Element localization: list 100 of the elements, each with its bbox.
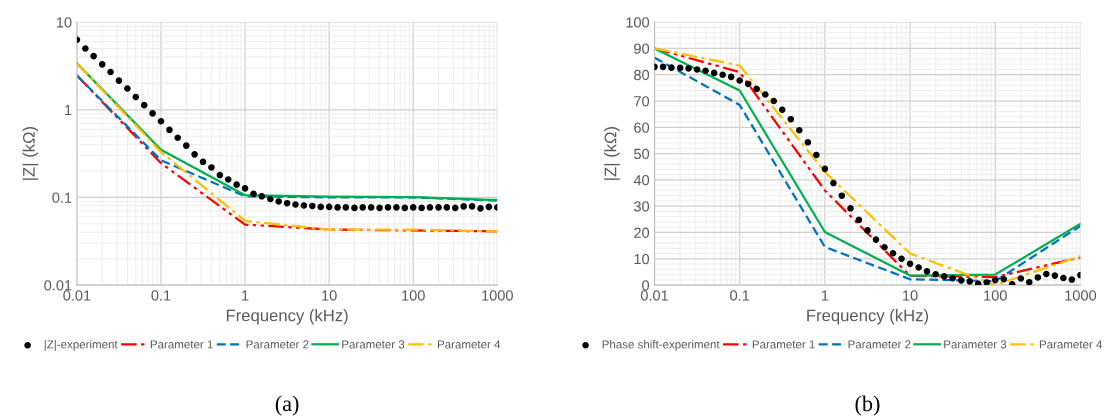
point (376, 204, 383, 212)
point (393, 204, 400, 211)
y-tick-label: 40 (633, 175, 650, 186)
point (1060, 274, 1067, 282)
point (932, 271, 940, 278)
legend-label: Parameter 3 (342, 340, 405, 349)
point (418, 204, 425, 212)
point (140, 101, 148, 109)
y-tick-label: 10 (634, 253, 650, 265)
y-tick-label: 90 (634, 43, 650, 54)
x-tick-label: 100 (402, 290, 425, 301)
point (821, 165, 829, 173)
point (208, 164, 215, 171)
y-tick-label: 60 (634, 122, 650, 133)
point (1034, 274, 1042, 281)
point (847, 205, 854, 212)
text: (b) (855, 395, 880, 416)
point (132, 93, 140, 101)
point (966, 278, 973, 285)
point (898, 255, 905, 263)
x-tick-label: 0.1 (151, 290, 171, 301)
x-axis-title: Frequency (kHz) (226, 309, 348, 325)
y-axis-title: |Z| (kΩ) (22, 126, 39, 180)
point (258, 193, 266, 200)
point (1051, 272, 1059, 279)
point (283, 199, 291, 207)
point (98, 61, 106, 68)
y-tick-label: 100 (626, 17, 650, 28)
point (889, 249, 897, 257)
point (991, 276, 999, 284)
point (275, 198, 282, 205)
y-tick-label: 0.1 (52, 192, 72, 203)
point (1000, 275, 1008, 283)
point (191, 151, 198, 158)
y-tick-label: 80 (634, 69, 650, 81)
y-tick-label: 70 (634, 96, 650, 107)
point (830, 179, 837, 187)
point (1017, 275, 1025, 282)
point (1043, 270, 1050, 278)
point (770, 97, 778, 105)
x-tick-label: 10 (322, 290, 337, 301)
point (864, 227, 871, 234)
point (409, 204, 417, 211)
point (166, 126, 173, 134)
y-tick-label: 0 (642, 280, 650, 291)
x-axis-title: Frequency (kHz) (807, 309, 929, 325)
point (157, 117, 165, 125)
point (1026, 278, 1033, 286)
point (317, 203, 325, 211)
point (855, 216, 863, 224)
point (300, 202, 308, 209)
point (787, 115, 795, 123)
point (401, 204, 409, 212)
point (233, 181, 240, 188)
point (719, 71, 726, 79)
point (107, 68, 114, 76)
point (199, 158, 207, 166)
x-tick-label: 10 (903, 290, 918, 301)
y-tick-label: 0.01 (44, 280, 72, 291)
point (250, 190, 257, 198)
y-tick-label: 50 (634, 148, 650, 160)
legend-label: Parameter 1 (150, 340, 213, 349)
point (334, 204, 341, 211)
point (477, 205, 484, 212)
point (359, 204, 367, 211)
point (460, 203, 467, 210)
point (957, 277, 965, 284)
x-tick-label: 0.01 (63, 290, 91, 301)
point (90, 52, 97, 60)
legend-label: Parameter 3 (944, 340, 1007, 349)
point (351, 204, 358, 212)
x-tick-label: 100 (984, 290, 1007, 301)
point (744, 80, 752, 88)
y-axis-title: |Z| (kΩ) (604, 126, 620, 180)
legend-label: Parameter 2 (246, 340, 309, 349)
point (216, 171, 224, 179)
point (813, 151, 820, 159)
point (115, 77, 123, 84)
point (124, 85, 131, 92)
point (82, 45, 89, 52)
point (762, 91, 769, 98)
point (668, 64, 675, 71)
point (915, 264, 922, 271)
point (426, 204, 434, 211)
legend-label: Parameter 4 (437, 340, 501, 349)
legend-label: |Z|-experiment (44, 339, 118, 351)
point (872, 236, 880, 243)
text: (a) (275, 395, 299, 416)
x-tick-label: 1000 (1065, 290, 1097, 301)
point (342, 204, 350, 211)
point (468, 203, 476, 210)
x-tick-label: 1 (242, 290, 249, 301)
point (838, 192, 846, 199)
x-tick-label: 1000 (482, 290, 513, 301)
point (685, 65, 692, 72)
point (881, 243, 888, 251)
point (753, 85, 760, 93)
point (676, 64, 684, 72)
point (1008, 280, 1016, 286)
point (435, 204, 442, 211)
